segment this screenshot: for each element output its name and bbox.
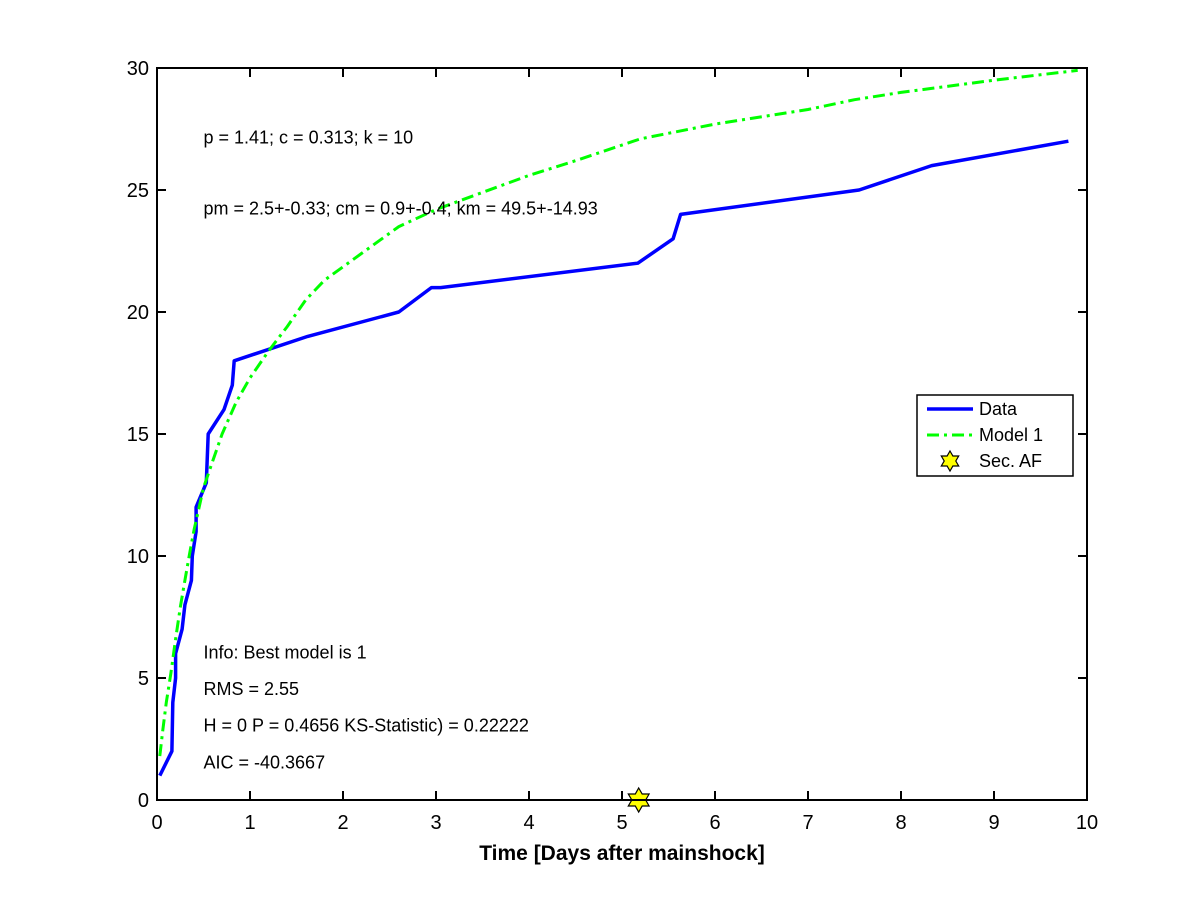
x-axis-label: Time [Days after mainshock] (479, 842, 765, 865)
legend: Data Model 1 Sec. AF (916, 394, 1074, 477)
legend-label: Data (979, 399, 1018, 419)
legend-label: Model 1 (979, 425, 1043, 445)
series-line-model-1 (158, 68, 1078, 757)
x-tick-label: 0 (151, 812, 162, 834)
x-tick-label: 2 (337, 812, 348, 834)
y-tick-label: 25 (127, 180, 149, 202)
annotation-text: H = 0 P = 0.4656 KS-Statistic) = 0.22222 (204, 716, 529, 736)
x-tick-label: 3 (430, 812, 441, 834)
legend-swatch-sec-af (940, 449, 960, 473)
series-line-data (158, 139, 1069, 777)
x-tick-label: 4 (523, 812, 534, 834)
annotation-text: p = 1.41; c = 0.313; k = 10 (204, 128, 414, 148)
annotations-layer: p = 1.41; c = 0.313; k = 10 pm = 2.5+-0.3… (204, 128, 598, 773)
y-tick-label: 10 (127, 546, 149, 568)
x-tick-label: 6 (709, 812, 720, 834)
plot-layer (158, 68, 1078, 814)
x-tick-label: 10 (1076, 812, 1098, 834)
x-tick-label: 5 (616, 812, 627, 834)
y-tick-label: 20 (127, 302, 149, 324)
x-tick-label: 7 (802, 812, 813, 834)
x-tick-label: 1 (244, 812, 255, 834)
annotation-text: AIC = -40.3667 (204, 752, 326, 772)
y-tick-label: 15 (127, 424, 149, 446)
annotation-text: RMS = 2.55 (204, 679, 300, 699)
x-tick-label: 8 (895, 812, 906, 834)
annotation-text: Info: Best model is 1 (204, 642, 367, 662)
legend-label: Sec. AF (979, 451, 1042, 471)
x-tick-label: 9 (988, 812, 999, 834)
y-tick-label: 5 (138, 668, 149, 690)
annotation-text: pm = 2.5+-0.33; cm = 0.9+-0.4; km = 49.5… (204, 198, 598, 218)
y-tick-label: 30 (127, 58, 149, 80)
ticks-layer: 0 1 2 3 4 5 6 7 8 9 10 0 5 10 15 20 25 30 (127, 58, 1098, 834)
y-tick-label: 0 (138, 790, 149, 812)
